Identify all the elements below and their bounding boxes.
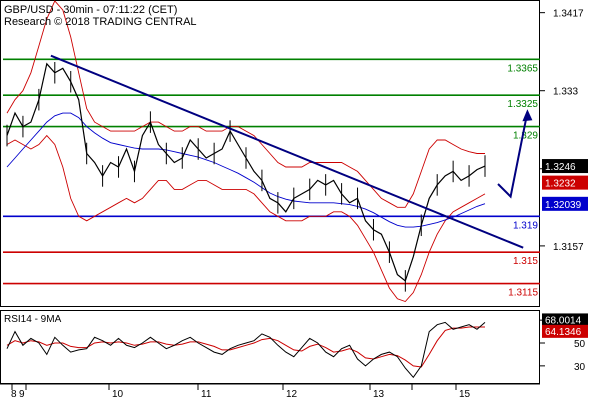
time-tick-label: 9 (19, 389, 25, 400)
time-axis: 8 9 10 11 12 13 15 (11, 384, 471, 400)
price-tag (542, 196, 588, 211)
rsi-tag-label: 64.1346 (545, 327, 582, 338)
rsi-tick-label: 50 (574, 339, 586, 350)
projection-arrow (497, 112, 529, 199)
price-tag (542, 159, 588, 174)
chart-title: GBP/USD - 30min - 07:11:22 (CET) (4, 4, 177, 16)
trendline (50, 54, 524, 249)
level-label: 1.319 (513, 220, 538, 231)
moving-average-line (6, 112, 486, 228)
projection-arrowhead (522, 109, 533, 122)
price-series (6, 0, 486, 303)
lower-band-line (6, 134, 486, 303)
time-tick-label: 8 (11, 389, 17, 400)
price-tick-label: 1.333 (553, 87, 578, 98)
price-annotations (50, 54, 533, 249)
rsi-line (6, 321, 486, 379)
rsi-tag-label: 68.0014 (545, 315, 582, 326)
price-tick-label: 1.3417 (553, 9, 584, 20)
time-tick-label: 13 (373, 389, 385, 400)
time-tick-label: 15 (459, 389, 471, 400)
level-label: 1.3115 (508, 288, 538, 299)
level-label: 1.3325 (507, 99, 538, 110)
rsi-panel (0, 310, 540, 384)
time-tick-label: 10 (112, 389, 124, 400)
price-tick-label: 1.3157 (553, 242, 584, 253)
price-tag-label: 1.3246 (545, 162, 576, 173)
level-label: 1.315 (513, 256, 538, 267)
price-tag-label: 1.32039 (545, 200, 582, 211)
rsi-tick-label: 30 (574, 362, 586, 373)
price-tag (542, 175, 588, 190)
rsi-title: RSI14 - 9MA (4, 314, 62, 325)
rsi-series (6, 321, 486, 379)
price-tags: 1.3246 1.3232 1.32039 (542, 159, 588, 211)
time-tick-label: 11 (201, 389, 212, 400)
level-label: 1.3365 (507, 63, 538, 74)
upper-band-line (6, 0, 485, 208)
rsi-tag (542, 324, 588, 338)
level-label: 1.329 (513, 131, 538, 142)
chart-credit: Research © 2018 TRADING CENTRAL (4, 16, 197, 28)
support-resistance-levels: 1.3365 1.3325 1.329 1.319 1.315 1.3115 (3, 58, 540, 299)
rsi-tag (542, 313, 588, 327)
rsi-ma-line (6, 326, 485, 368)
price-tag-label: 1.3232 (545, 179, 576, 190)
time-tick-label: 12 (286, 389, 298, 400)
